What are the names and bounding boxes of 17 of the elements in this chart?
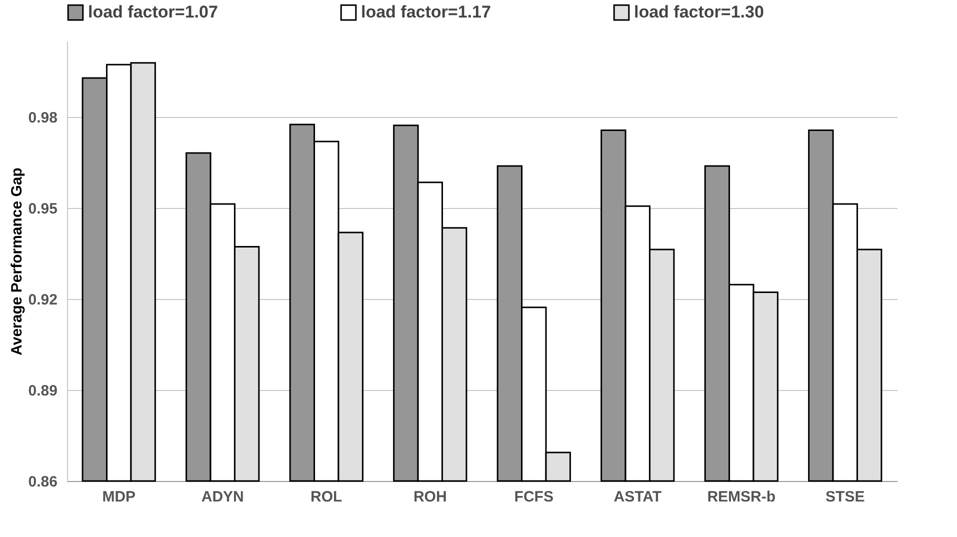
y-tick-label: 0.92 [28,291,58,308]
legend-label: load factor=1.07 [88,2,218,22]
x-tick-label: ASTAT [614,488,662,506]
x-tick-label: MDP [102,488,136,506]
x-tick-label: REMSR-b [707,488,776,506]
y-tick-label: 0.86 [28,474,58,490]
x-tick-label: FCFS [514,488,554,506]
y-tick-label: 0.89 [28,382,58,400]
x-tick-label: ADYN [201,488,244,506]
x-tick-label: STSE [826,488,865,506]
x-tick-label: ROL [310,488,342,506]
legend-label: load factor=1.30 [634,2,764,22]
x-tick-label: ROH [413,488,447,506]
y-tick-label: 0.98 [28,109,58,126]
legend-label: load factor=1.17 [361,2,491,22]
y-tick-label: 0.95 [28,200,58,218]
y-axis-title: Average Performance Gap [8,168,26,356]
